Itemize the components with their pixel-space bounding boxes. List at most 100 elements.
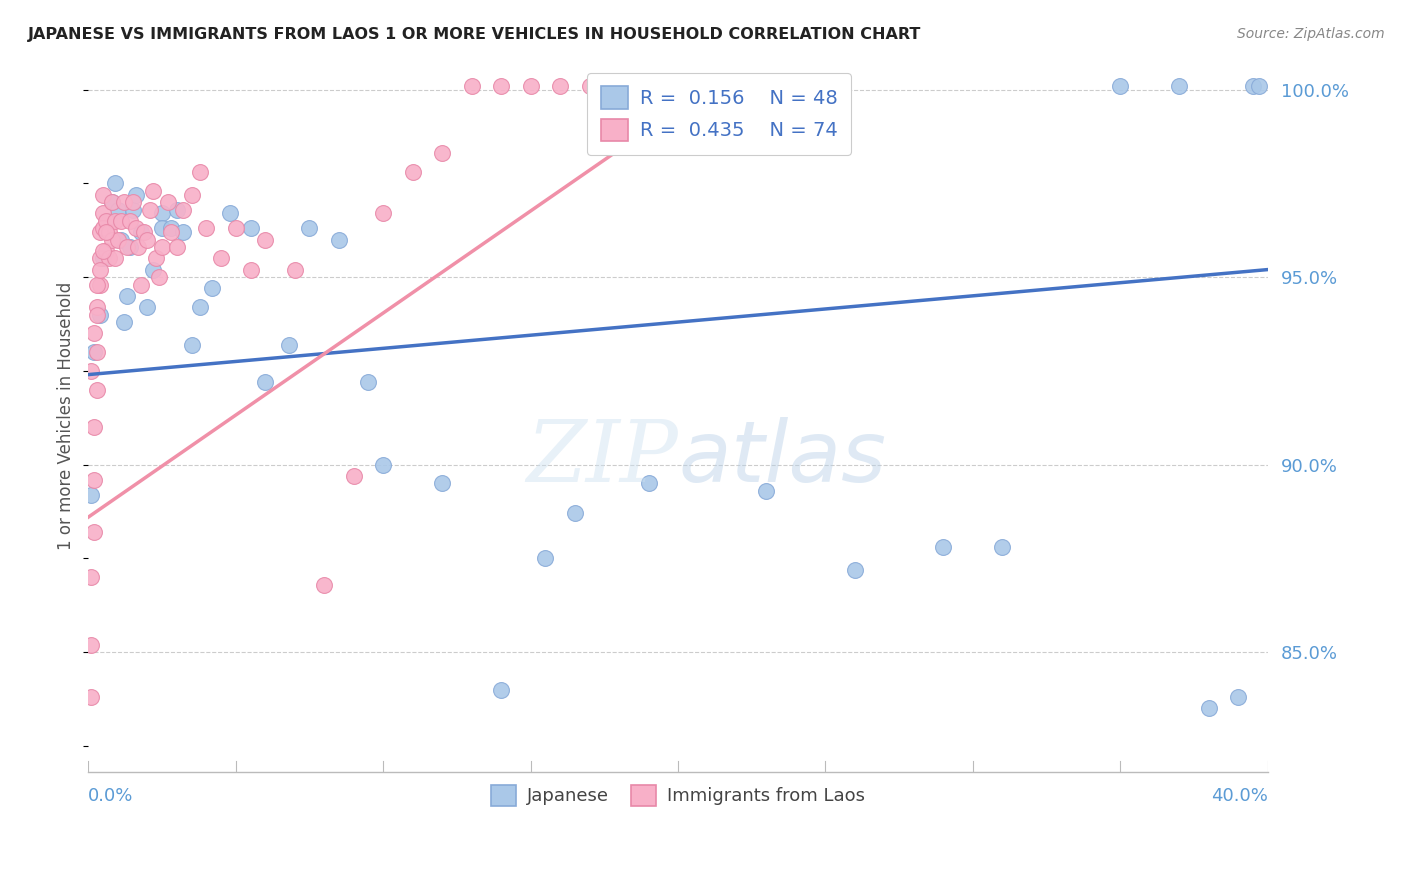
Point <box>80 690 103 704</box>
Point <box>115 240 138 254</box>
Point <box>219 206 242 220</box>
Point <box>489 78 512 93</box>
Point <box>136 300 159 314</box>
Point <box>89 262 111 277</box>
Point <box>195 221 218 235</box>
Point <box>98 252 121 266</box>
Text: 0.0%: 0.0% <box>89 787 134 805</box>
Point <box>118 214 141 228</box>
Point <box>682 78 704 93</box>
Text: Source: ZipAtlas.com: Source: ZipAtlas.com <box>1237 27 1385 41</box>
Point <box>110 233 132 247</box>
Point <box>277 337 299 351</box>
Point <box>150 206 173 220</box>
Point <box>139 202 162 217</box>
Point <box>534 551 557 566</box>
Point <box>83 473 105 487</box>
Point <box>89 308 111 322</box>
Point <box>357 375 380 389</box>
Point <box>150 221 173 235</box>
Point <box>548 78 571 93</box>
Text: ZIP: ZIP <box>526 417 678 500</box>
Legend: Japanese, Immigrants from Laos: Japanese, Immigrants from Laos <box>481 774 876 816</box>
Point <box>86 300 108 314</box>
Point <box>107 233 129 247</box>
Point <box>121 195 143 210</box>
Text: JAPANESE VS IMMIGRANTS FROM LAOS 1 OR MORE VEHICLES IN HOUSEHOLD CORRELATION CHA: JAPANESE VS IMMIGRANTS FROM LAOS 1 OR MO… <box>28 27 921 42</box>
Point <box>121 202 143 217</box>
Point <box>190 165 212 179</box>
Point <box>94 225 117 239</box>
Point <box>180 337 202 351</box>
Point <box>101 195 124 210</box>
Text: atlas: atlas <box>678 417 886 500</box>
Point <box>104 214 127 228</box>
Point <box>991 540 1014 554</box>
Point <box>239 221 262 235</box>
Point <box>402 165 425 179</box>
Point <box>86 277 108 292</box>
Point <box>637 476 659 491</box>
Point <box>128 240 150 254</box>
Point <box>101 195 124 210</box>
Point <box>124 187 146 202</box>
Text: 40.0%: 40.0% <box>1211 787 1268 805</box>
Point <box>134 225 156 239</box>
Point <box>298 221 321 235</box>
Point <box>89 277 111 292</box>
Point <box>430 476 453 491</box>
Point <box>142 184 165 198</box>
Point <box>932 540 955 554</box>
Point <box>112 195 135 210</box>
Point <box>115 289 138 303</box>
Y-axis label: 1 or more Vehicles in Household: 1 or more Vehicles in Household <box>58 282 75 550</box>
Point <box>118 240 141 254</box>
Point <box>489 682 512 697</box>
Point <box>666 78 689 93</box>
Point <box>98 225 121 239</box>
Point <box>844 563 866 577</box>
Point <box>1109 78 1132 93</box>
Point <box>145 252 167 266</box>
Point <box>136 233 159 247</box>
Point <box>1227 690 1250 704</box>
Point <box>373 206 395 220</box>
Point <box>160 225 183 239</box>
Point <box>83 525 105 540</box>
Point <box>1168 78 1191 93</box>
Point <box>104 252 127 266</box>
Point <box>607 78 630 93</box>
Point <box>343 468 366 483</box>
Point <box>104 177 127 191</box>
Point <box>83 345 105 359</box>
Point <box>112 315 135 329</box>
Point <box>166 202 188 217</box>
Point <box>711 78 734 93</box>
Point <box>124 221 146 235</box>
Point <box>254 375 277 389</box>
Point <box>180 187 202 202</box>
Point <box>373 458 395 472</box>
Point <box>83 420 105 434</box>
Point <box>225 221 247 235</box>
Point <box>98 214 121 228</box>
Point <box>142 262 165 277</box>
Point <box>91 187 114 202</box>
Point <box>166 240 188 254</box>
Point <box>172 202 194 217</box>
Point <box>430 146 453 161</box>
Point <box>209 252 232 266</box>
Point <box>80 487 103 501</box>
Point <box>101 233 124 247</box>
Point <box>91 244 114 258</box>
Point <box>80 570 103 584</box>
Point <box>150 240 173 254</box>
Point <box>80 638 103 652</box>
Point <box>160 221 183 235</box>
Point <box>131 277 153 292</box>
Point <box>94 244 117 258</box>
Point <box>1247 78 1270 93</box>
Point <box>91 206 114 220</box>
Point <box>91 221 114 235</box>
Point <box>201 281 224 295</box>
